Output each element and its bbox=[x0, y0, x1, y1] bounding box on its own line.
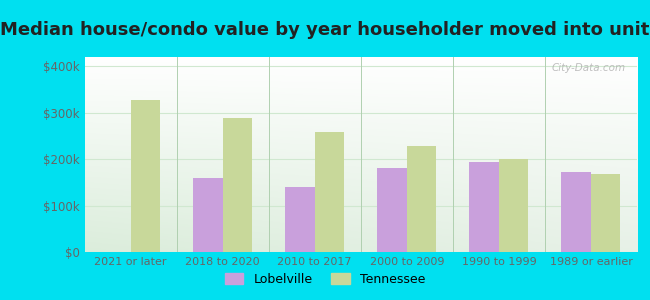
Bar bbox=[193, 178, 222, 252]
Bar bbox=[562, 172, 591, 252]
Bar bbox=[499, 159, 528, 252]
Bar bbox=[285, 187, 315, 252]
Legend: Lobelville, Tennessee: Lobelville, Tennessee bbox=[220, 268, 430, 291]
Bar bbox=[591, 174, 620, 252]
Bar bbox=[377, 168, 407, 252]
Bar bbox=[407, 146, 436, 252]
Bar bbox=[315, 132, 344, 252]
Bar bbox=[222, 118, 252, 252]
Text: City-Data.com: City-Data.com bbox=[552, 63, 626, 73]
Text: Median house/condo value by year householder moved into unit: Median house/condo value by year househo… bbox=[0, 21, 650, 39]
Bar bbox=[469, 162, 499, 252]
Bar bbox=[131, 100, 160, 252]
